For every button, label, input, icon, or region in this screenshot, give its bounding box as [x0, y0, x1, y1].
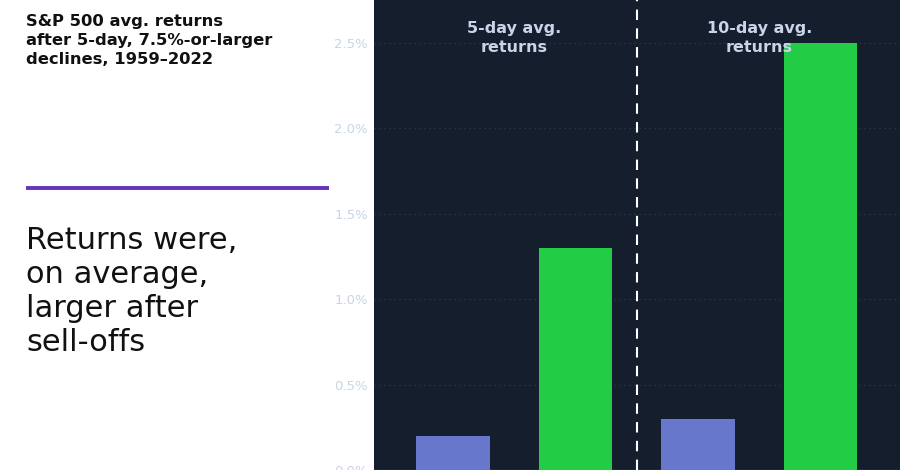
- Text: 5-day avg.
returns: 5-day avg. returns: [467, 21, 562, 55]
- Text: S&P 500 avg. returns
after 5-day, 7.5%-or-larger
declines, 1959–2022: S&P 500 avg. returns after 5-day, 7.5%-o…: [26, 14, 273, 68]
- Text: 10-day avg.
returns: 10-day avg. returns: [706, 21, 812, 55]
- Bar: [539, 248, 612, 470]
- Bar: [662, 419, 734, 470]
- Bar: [417, 436, 490, 470]
- Text: Returns were,
on average,
larger after
sell-offs: Returns were, on average, larger after s…: [26, 226, 238, 357]
- Bar: [784, 43, 857, 470]
